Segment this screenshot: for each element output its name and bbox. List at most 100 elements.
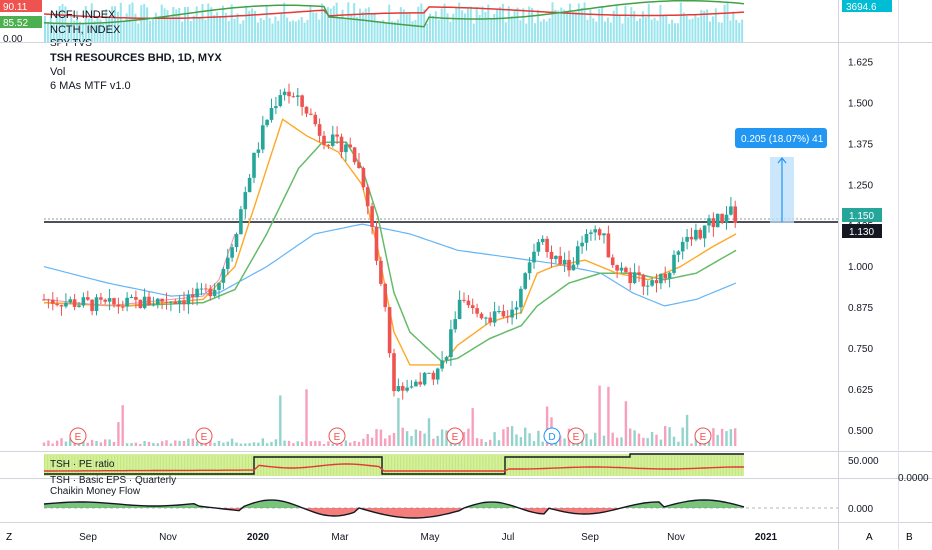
candle-body [59,305,64,307]
volume-bar [47,440,50,446]
strip-bar [554,9,557,42]
pe-bar [683,455,685,476]
strip-bar [318,19,321,42]
volume-bar [327,441,330,446]
volume-bar [239,443,243,446]
pe-bar [643,455,645,476]
cmf-pane[interactable]: Chaikin Money Flow 0.000 [43,486,873,519]
pe-bar [308,455,310,476]
strip-bar [545,21,548,42]
strip-bar [122,21,125,42]
time-axis[interactable]: Sep Nov 2020 Mar May Jul Sep Nov 2021 [79,532,777,543]
pe-bar [342,455,344,476]
volume-bar [563,438,566,446]
volume-bar [405,431,409,446]
pe-bar [546,455,548,476]
strip-bar [309,5,312,42]
pe-bar [601,455,603,476]
strip-bar [347,2,350,43]
pe-ratio-pane[interactable]: TSH · PE ratio TSH · Basic EPS · Quarter… [44,453,929,486]
earnings-marker[interactable] [69,427,87,445]
pe-bar [543,455,545,476]
strip-bar [408,12,411,42]
strip-bar [522,8,525,43]
pe-bar [710,455,712,476]
earnings-marker[interactable] [567,427,585,445]
volume-bar [117,422,120,446]
pe-bar [275,455,277,476]
strip-bar [679,2,682,42]
pe-bar [555,455,557,476]
candle-body [650,280,654,286]
strip-bar [119,2,122,43]
pe-bar [649,455,651,476]
strip-bar [536,9,539,42]
auto-scale-button[interactable]: A [866,532,873,543]
badge-red [0,0,42,12]
strip-bar [636,21,639,42]
volume-bar [410,436,413,446]
strip-bar [665,15,668,42]
pe-bar [613,455,615,476]
strip-bar [102,23,105,42]
pe-bar [339,455,341,476]
candle-body [77,305,81,307]
candle-body [234,234,239,248]
strip-bar [128,4,131,43]
pe-bar [737,455,740,476]
pe-bar [607,455,609,476]
strip-bar [481,6,484,42]
strip-bar [271,23,274,42]
volume-bar [55,440,59,446]
strip-bar [528,6,531,42]
measure-label: 0.205 (18.07%) 41 [741,134,824,145]
candle-body [492,311,497,323]
pe-bar [150,455,152,476]
strip-bar [674,23,676,42]
timezone-button[interactable]: Z [6,532,12,543]
pe-bar [177,455,180,476]
candle-body [702,225,707,239]
pe-bar [165,455,167,476]
pe-bar [454,455,457,476]
volume-bar [112,441,116,446]
log-scale-button[interactable]: B [906,532,913,543]
strip-bar [542,19,545,42]
pe-bar [235,455,237,476]
earnings-marker[interactable] [694,427,712,445]
candle-body [138,299,143,308]
candle-body [160,298,164,302]
strip-bar [513,10,516,42]
strip-bar [326,7,329,43]
candle-body [619,267,624,271]
volume-bar [602,435,606,446]
pe-bar [101,455,103,476]
pe-bar [357,455,359,476]
strip-bar [207,3,210,42]
dividend-marker[interactable] [543,427,561,445]
volume-bar [475,438,479,446]
strip-bar [566,11,569,42]
candle-body [624,267,628,273]
strip-bar [385,22,388,42]
time-tick-label: Sep [581,532,599,543]
price-pane[interactable]: 0.205 (18.07%) 41 E E E E E E D TSH RESOURCES … [42,52,838,446]
volume-bar [125,443,129,446]
strip-bar [201,4,204,42]
earnings-marker[interactable] [195,427,213,445]
earnings-marker[interactable] [446,427,464,445]
strip-bar [76,10,79,43]
strip-bar [280,12,283,42]
volume-bars [42,385,737,446]
strip-bar [379,21,382,42]
pe-bar [123,455,125,476]
earnings-marker[interactable] [328,427,346,445]
pe-bar [144,455,146,476]
strip-bar [700,10,703,42]
strip-bar [653,17,656,42]
eps-label: TSH · Basic EPS · Quarterly [50,475,176,486]
volume-bar [86,442,89,446]
strip-bar [259,18,262,42]
price-axis[interactable]: 0.5000.6250.7500.8751.0001.1251.2501.375… [848,58,873,437]
